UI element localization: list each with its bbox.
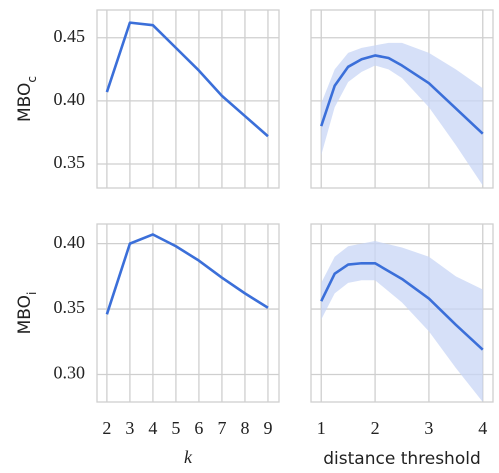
y-tick-label: 0.35 bbox=[54, 297, 86, 317]
x-tick-label: 7 bbox=[217, 418, 226, 438]
panel: 0.30 0.35 0.40 2 3 4 5 6 7 8 9 MBOi k bbox=[15, 223, 280, 467]
y-tick-label: 0.45 bbox=[54, 26, 86, 46]
x-tick-label: 6 bbox=[194, 418, 203, 438]
x-tick-label: 2 bbox=[102, 418, 111, 438]
x-tick-label: 8 bbox=[240, 418, 249, 438]
panel: 1 2 3 4 distance threshold bbox=[310, 223, 494, 469]
line bbox=[105, 21, 269, 138]
x-tick-label: 3 bbox=[125, 418, 134, 438]
y-axis-label: MBOi bbox=[15, 292, 39, 335]
y-axis-label-main: MBO bbox=[15, 295, 35, 334]
line bbox=[320, 261, 484, 351]
confidence-band bbox=[321, 241, 483, 402]
x-axis-label: distance threshold bbox=[323, 449, 481, 469]
line bbox=[319, 54, 484, 135]
confidence-band bbox=[321, 42, 483, 186]
x-axis-label: k bbox=[184, 447, 193, 467]
y-axis-label-main: MBO bbox=[15, 83, 35, 122]
y-tick-label: 0.35 bbox=[54, 152, 86, 172]
line bbox=[105, 233, 269, 315]
axes-frame bbox=[96, 223, 280, 403]
x-tick-label: 4 bbox=[148, 418, 157, 438]
panel: 0.35 0.40 0.45 MBOc bbox=[15, 9, 280, 189]
axes-frame bbox=[96, 9, 280, 189]
x-tick-label: 5 bbox=[171, 418, 180, 438]
x-tick-label: 3 bbox=[424, 418, 433, 438]
y-tick-label: 0.40 bbox=[54, 232, 86, 252]
x-tick-label: 1 bbox=[317, 418, 326, 438]
x-tick-label: 2 bbox=[371, 418, 380, 438]
axes-frame bbox=[310, 223, 494, 403]
x-tick-label: 9 bbox=[263, 418, 272, 438]
y-tick-label: 0.40 bbox=[54, 89, 86, 109]
x-tick-label: 4 bbox=[478, 418, 487, 438]
y-axis-label-sub: i bbox=[25, 292, 39, 295]
panel bbox=[310, 9, 494, 189]
y-tick-label: 0.30 bbox=[54, 363, 86, 383]
y-axis-label: MBOc bbox=[15, 76, 39, 122]
axes-frame bbox=[310, 9, 494, 189]
y-axis-label-sub: c bbox=[25, 76, 39, 83]
